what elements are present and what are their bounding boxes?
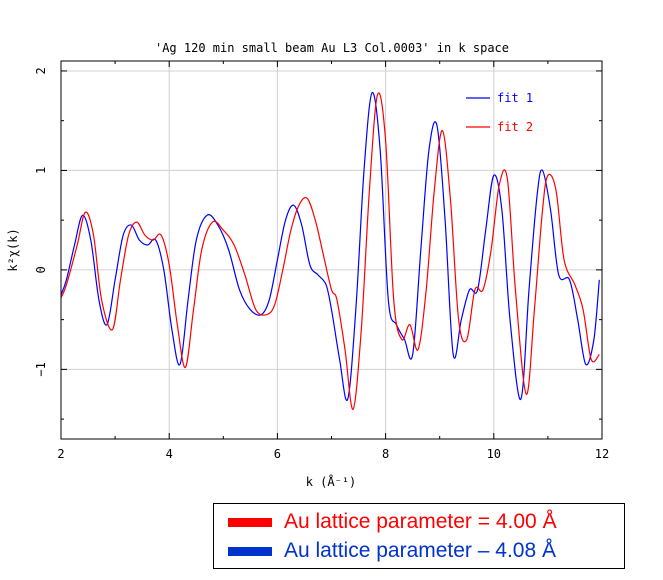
caption-text-2: Au lattice parameter – 4.08 Å	[284, 539, 556, 562]
x-tick-label: 10	[487, 447, 501, 461]
caption-text-1: Au lattice parameter = 4.00 Å	[284, 510, 557, 533]
x-tick-label: 8	[382, 447, 389, 461]
axis-ticks	[60, 61, 603, 439]
y-tick-label: −1	[34, 362, 48, 376]
x-tick-label: 2	[57, 447, 64, 461]
plot-frame	[60, 60, 603, 440]
y-tick-label: 1	[34, 167, 48, 174]
legend-label-2: fit 2	[497, 120, 533, 134]
x-tick-label: 6	[274, 447, 281, 461]
series-lines	[60, 92, 600, 410]
legend: fit 1 fit 2	[466, 91, 533, 134]
x-tick-labels: 2 4 6 8 10 12	[57, 447, 609, 461]
x-axis-label: k (Å⁻¹)	[306, 474, 357, 489]
series-line-2	[60, 92, 600, 410]
y-tick-label: 2	[34, 67, 48, 74]
caption-row-1: Au lattice parameter = 4.00 Å	[228, 510, 557, 534]
y-tick-labels: 2 1 0 −1	[34, 67, 48, 376]
legend-label-1: fit 1	[497, 91, 533, 105]
blue-swatch-icon	[228, 546, 272, 556]
caption-box: Au lattice parameter = 4.00 Å Au lattice…	[213, 503, 625, 569]
x-tick-label: 4	[166, 447, 173, 461]
x-tick-label: 12	[595, 447, 609, 461]
grid	[61, 61, 602, 439]
red-swatch-icon	[228, 517, 272, 527]
series-line-1	[60, 92, 600, 402]
exafs-chart: 'Ag 120 min small beam Au L3 Col.0003' i…	[6, 41, 609, 489]
caption-row-2: Au lattice parameter – 4.08 Å	[228, 539, 556, 563]
y-axis-label: k²χ(k)	[6, 228, 20, 271]
y-tick-label: 0	[34, 266, 48, 273]
chart-title: 'Ag 120 min small beam Au L3 Col.0003' i…	[155, 41, 509, 55]
